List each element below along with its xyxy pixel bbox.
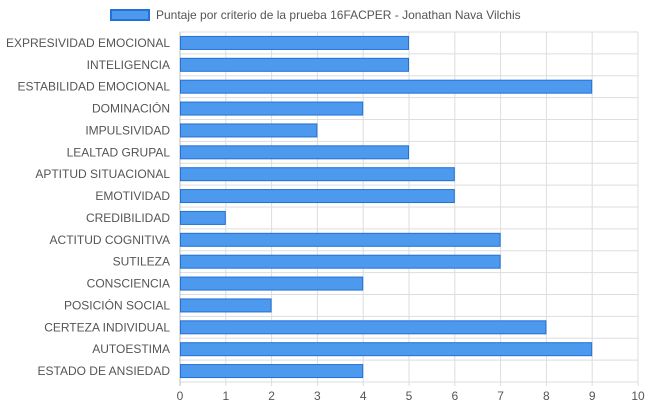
x-tick-label: 6 xyxy=(451,389,458,403)
category-label: INTELIGENCIA xyxy=(87,58,170,72)
category-label: LEALTAD GRUPAL xyxy=(67,145,171,159)
bar xyxy=(180,79,593,94)
category-label: EMOTIVIDAD xyxy=(95,189,170,203)
bar xyxy=(180,254,501,269)
x-tick-label: 4 xyxy=(360,389,367,403)
bar xyxy=(180,342,593,357)
x-tick-label: 9 xyxy=(589,389,596,403)
bar xyxy=(180,167,455,182)
x-tick-label: 5 xyxy=(406,389,413,403)
bar xyxy=(180,123,318,138)
category-label: DOMINACIÓN xyxy=(92,101,170,116)
bar xyxy=(180,57,409,72)
legend-swatch xyxy=(110,9,150,21)
x-tick-label: 10 xyxy=(631,389,645,403)
category-label: APTITUD SITUACIONAL xyxy=(35,167,170,181)
bar xyxy=(180,232,501,247)
chart-legend[interactable]: Puntaje por criterio de la prueba 16FACP… xyxy=(110,6,521,24)
category-label: ESTADO DE ANSIEDAD xyxy=(38,364,171,378)
category-label: ACTITUD COGNITIVA xyxy=(50,233,170,247)
category-label: CONSCIENCIA xyxy=(87,277,170,291)
bar xyxy=(180,210,226,225)
bar xyxy=(180,298,272,313)
category-label: EXPRESIVIDAD EMOCIONAL xyxy=(6,36,170,50)
x-tick-label: 0 xyxy=(177,389,184,403)
legend-label: Puntaje por criterio de la prueba 16FACP… xyxy=(156,8,521,22)
bar xyxy=(180,35,409,50)
category-label: SUTILEZA xyxy=(113,255,170,269)
category-label: AUTOESTIMA xyxy=(92,342,170,356)
bar xyxy=(180,189,455,204)
bar xyxy=(180,276,364,291)
bar xyxy=(180,145,409,160)
x-tick-label: 7 xyxy=(497,389,504,403)
category-label: CERTEZA INDIVIDUAL xyxy=(44,320,170,334)
category-label: CREDIBILIDAD xyxy=(86,211,170,225)
bar xyxy=(180,364,364,379)
x-tick-label: 3 xyxy=(314,389,321,403)
bar xyxy=(180,101,364,116)
bar xyxy=(180,320,547,335)
category-label: IMPULSIVIDAD xyxy=(85,123,170,137)
x-tick-label: 2 xyxy=(268,389,275,403)
category-label: ESTABILIDAD EMOCIONAL xyxy=(18,80,171,94)
x-tick-label: 8 xyxy=(543,389,550,403)
category-label: POSICIÓN SOCIAL xyxy=(64,297,170,312)
x-tick-label: 1 xyxy=(222,389,229,403)
